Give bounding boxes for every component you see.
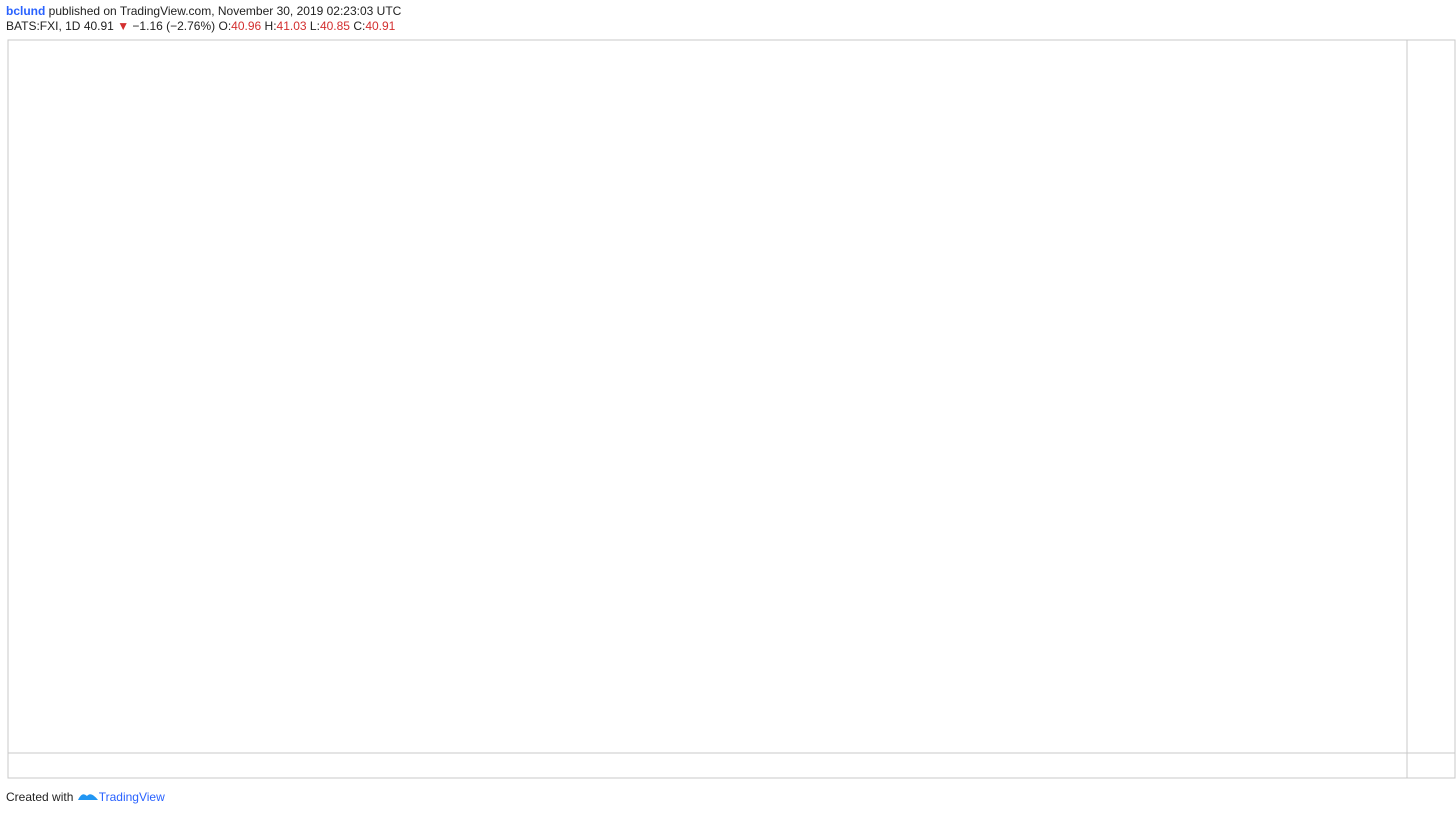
chart — [7, 39, 1456, 779]
high-value: 41.03 — [276, 19, 307, 33]
published-info: published on TradingView.com, November 3… — [48, 4, 402, 18]
change: −1.16 (−2.76%) — [132, 19, 216, 33]
author[interactable]: bclund — [6, 4, 46, 18]
symbol: BATS:FXI, 1D — [6, 19, 81, 33]
brand-logo — [77, 794, 98, 800]
brand[interactable]: TradingView — [98, 790, 165, 804]
created-with: Created with — [6, 790, 74, 804]
open-label: O: — [218, 19, 232, 33]
chart-frame — [7, 39, 1456, 779]
header-line-2: BATS:FXI, 1D 40.91 ▼ −1.16 (−2.76%) O:40… — [6, 19, 395, 33]
low-value: 40.85 — [319, 19, 350, 33]
last-price: 40.91 — [83, 19, 114, 33]
close-value: 40.91 — [365, 19, 396, 33]
down-arrow: ▼ — [117, 19, 130, 33]
header-line-1: bclund published on TradingView.com, Nov… — [6, 4, 401, 18]
close-label: C: — [353, 19, 366, 33]
low-label: L: — [309, 19, 320, 33]
footer: Created with TradingView — [6, 790, 165, 804]
open-value: 40.96 — [231, 19, 262, 33]
high-label: H: — [264, 19, 277, 33]
